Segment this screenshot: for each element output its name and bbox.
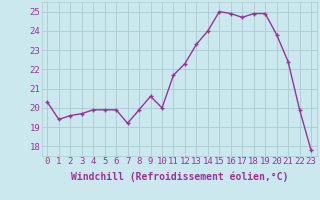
X-axis label: Windchill (Refroidissement éolien,°C): Windchill (Refroidissement éolien,°C) [70, 172, 288, 182]
